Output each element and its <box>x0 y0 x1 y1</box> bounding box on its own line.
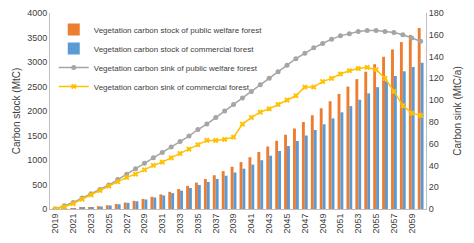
svg-text:80: 80 <box>429 117 439 127</box>
svg-text:2500: 2500 <box>27 82 47 92</box>
svg-text:2057: 2057 <box>389 214 399 234</box>
svg-text:60: 60 <box>429 139 439 149</box>
svg-text:2037: 2037 <box>211 214 221 234</box>
svg-text:120: 120 <box>429 73 444 83</box>
svg-text:2033: 2033 <box>175 214 185 234</box>
svg-text:1500: 1500 <box>27 131 47 141</box>
svg-text:3000: 3000 <box>27 57 47 67</box>
svg-text:2051: 2051 <box>335 214 345 234</box>
svg-text:40: 40 <box>429 161 439 171</box>
svg-text:3500: 3500 <box>27 33 47 43</box>
svg-text:140: 140 <box>429 52 444 62</box>
svg-text:2027: 2027 <box>122 214 132 234</box>
svg-text:2035: 2035 <box>193 214 203 234</box>
svg-text:2059: 2059 <box>407 214 417 234</box>
svg-text:2029: 2029 <box>139 214 149 234</box>
svg-text:4000: 4000 <box>27 8 47 18</box>
svg-text:2000: 2000 <box>27 106 47 116</box>
svg-text:Carbon stock (MtC): Carbon stock (MtC) <box>11 68 22 155</box>
svg-text:2019: 2019 <box>50 214 60 234</box>
svg-text:500: 500 <box>32 180 47 190</box>
svg-text:2031: 2031 <box>157 214 167 234</box>
svg-text:160: 160 <box>429 30 444 40</box>
svg-text:Vegetation carbon sink of publ: Vegetation carbon sink of public welfare… <box>94 64 258 73</box>
svg-text:Vegetation carbon stock of com: Vegetation carbon stock of commercial fo… <box>94 45 254 54</box>
svg-text:100: 100 <box>429 95 444 105</box>
svg-text:Vegetation carbon sink of comm: Vegetation carbon sink of commercial for… <box>94 83 250 92</box>
svg-text:2025: 2025 <box>104 214 114 234</box>
svg-text:Carbon sink (MtC/a): Carbon sink (MtC/a) <box>452 66 463 155</box>
svg-text:2055: 2055 <box>371 214 381 234</box>
svg-text:2021: 2021 <box>68 214 78 234</box>
svg-text:2049: 2049 <box>318 214 328 234</box>
svg-text:2041: 2041 <box>246 214 256 234</box>
svg-text:0: 0 <box>429 204 434 214</box>
svg-text:180: 180 <box>429 8 444 18</box>
svg-text:2053: 2053 <box>353 214 363 234</box>
svg-text:2047: 2047 <box>300 214 310 234</box>
svg-text:2023: 2023 <box>86 214 96 234</box>
svg-text:20: 20 <box>429 182 439 192</box>
svg-text:2039: 2039 <box>228 214 238 234</box>
svg-text:2043: 2043 <box>264 214 274 234</box>
svg-text:1000: 1000 <box>27 155 47 165</box>
svg-text:2045: 2045 <box>282 214 292 234</box>
svg-text:0: 0 <box>42 204 47 214</box>
svg-text:Vegetation carbon stock of pub: Vegetation carbon stock of public welfar… <box>94 26 262 35</box>
